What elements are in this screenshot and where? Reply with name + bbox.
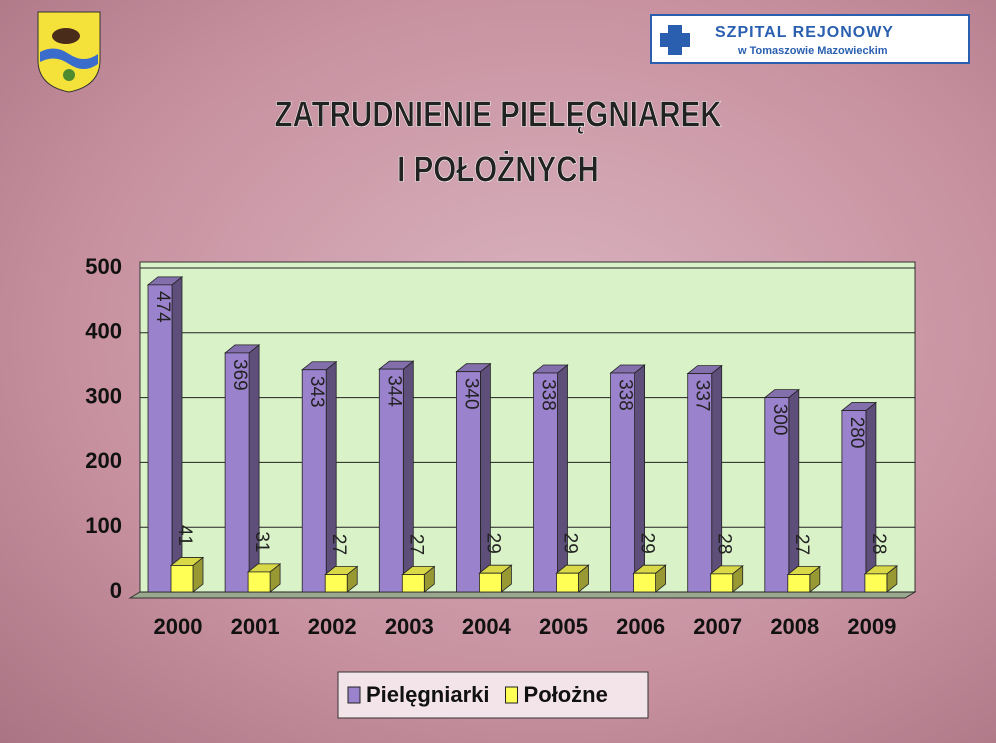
- plot: 0 100 200 300 400 500 2000 474 41 2001 369 31 2002 34…: [85, 254, 915, 639]
- value-label: 340: [460, 378, 481, 410]
- bar: [633, 572, 656, 593]
- bar: [170, 565, 194, 593]
- bar: [455, 371, 481, 593]
- bar: [610, 372, 635, 593]
- x-tick-label: 2002: [308, 614, 357, 639]
- y-tick-label: 0: [110, 578, 122, 603]
- x-tick-label: 2006: [616, 614, 665, 639]
- x-tick-label: 2003: [385, 614, 434, 639]
- value-label: 343: [306, 376, 327, 408]
- bar: [301, 369, 327, 593]
- x-tick-label: 2000: [154, 614, 203, 639]
- y-tick-label: 200: [85, 448, 122, 473]
- x-tick-label: 2008: [770, 614, 819, 639]
- value-label: 300: [769, 404, 790, 436]
- bar: [247, 571, 271, 593]
- value-label: 369: [229, 359, 250, 391]
- value-label: 280: [846, 417, 867, 449]
- value-label: 27: [791, 534, 812, 555]
- bar: [478, 572, 502, 593]
- bar: [324, 574, 348, 593]
- bar: [710, 573, 734, 593]
- chart-title: ZATRUDNIENIE PIELĘGNIAREK: [274, 94, 721, 134]
- value-label: 338: [537, 379, 558, 411]
- chart-title: I POŁOŻNYCH: [397, 149, 599, 189]
- bar: [378, 368, 404, 593]
- legend-label: Pielęgniarki: [366, 682, 490, 707]
- value-label: 29: [637, 533, 658, 554]
- bar: [687, 373, 713, 593]
- y-tick-label: 300: [85, 383, 122, 408]
- bar: [764, 397, 790, 593]
- value-label: 338: [615, 379, 636, 411]
- value-label: 41: [174, 525, 195, 546]
- value-label: 27: [405, 534, 426, 555]
- x-tick-label: 2005: [539, 614, 588, 639]
- y-tick-label: 500: [85, 254, 122, 279]
- legend: [337, 671, 649, 719]
- value-label: 29: [482, 533, 503, 554]
- bar: [556, 572, 579, 593]
- value-label: 474: [152, 291, 173, 323]
- hospital-name: SZPITAL REJONOWY: [715, 24, 894, 41]
- hospital-place: w Tomaszowie Mazowieckim: [737, 45, 888, 57]
- bar: [787, 574, 811, 593]
- legend-swatch: [505, 686, 519, 704]
- bar: [224, 352, 250, 593]
- y-tick-label: 100: [85, 513, 122, 538]
- legend-label: Położne: [524, 682, 608, 707]
- x-tick-label: 2004: [462, 614, 512, 639]
- value-label: 28: [714, 533, 735, 554]
- y-tick-label: 400: [85, 319, 122, 344]
- value-label: 29: [559, 533, 580, 554]
- value-label: 28: [868, 533, 889, 554]
- bar: [841, 410, 867, 593]
- x-tick-label: 2009: [847, 614, 896, 639]
- coat-of-arms: [37, 11, 101, 93]
- legend-swatch: [347, 686, 361, 704]
- x-tick-label: 2007: [693, 614, 742, 639]
- plot-floor: [128, 591, 917, 599]
- value-label: 337: [692, 380, 713, 412]
- bar: [147, 284, 173, 593]
- legend-items: Pielęgniarki Położne: [347, 682, 608, 707]
- bar: [401, 574, 425, 593]
- x-tick-label: 2001: [231, 614, 280, 639]
- bar: [533, 372, 558, 593]
- value-label: 31: [251, 531, 272, 552]
- value-label: 27: [328, 534, 349, 555]
- bar: [864, 573, 888, 593]
- hospital-logo: SZPITAL REJONOWY w Tomaszowie Mazowiecki…: [650, 14, 970, 64]
- value-label: 344: [383, 375, 404, 407]
